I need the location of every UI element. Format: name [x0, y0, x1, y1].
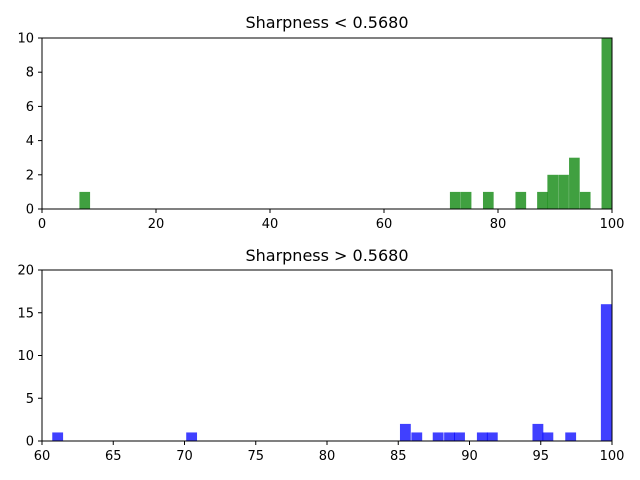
histogram-top: Sharpness < 0.5680 0 20 40 60 80 100 0 2 4 6 8 10: [17, 13, 624, 232]
plot-frame: [41, 37, 613, 210]
chart-title: Sharpness < 0.5680: [245, 13, 408, 32]
y-axis-ticks: 0 2 4 6 8 10: [17, 32, 42, 218]
y-tick-label: 5: [26, 392, 34, 407]
x-tick-label: 60: [376, 217, 393, 232]
x-tick-label: 100: [600, 449, 625, 464]
y-tick-label: 15: [17, 306, 34, 321]
x-tick-label: 100: [600, 217, 625, 232]
histogram-bar: [79, 191, 91, 209]
histogram-bar: [532, 423, 544, 441]
histogram-bar: [399, 423, 411, 441]
histogram-bar: [601, 38, 613, 209]
y-tick-label: 20: [17, 264, 34, 279]
y-tick-label: 8: [26, 66, 34, 81]
x-tick-label: 40: [262, 217, 279, 232]
histogram-bar: [411, 432, 423, 441]
histogram-bar: [515, 191, 527, 209]
x-axis-ticks: 60 65 70 75 80 85 90 95 100: [34, 441, 625, 464]
x-tick-label: 95: [532, 449, 549, 464]
y-tick-label: 10: [17, 349, 34, 364]
histogram-bar: [482, 191, 494, 209]
bar-group: [52, 304, 612, 441]
histogram-bar: [486, 432, 498, 441]
histogram-bar: [569, 157, 580, 209]
histogram-bottom: Sharpness > 0.5680 60 65 70 75 80 85 90 95 100 0…: [17, 246, 624, 464]
x-axis-ticks: 0 20 40 60 80 100: [38, 209, 625, 232]
histogram-bar: [186, 432, 198, 441]
x-tick-label: 20: [148, 217, 165, 232]
x-tick-label: 80: [319, 449, 336, 464]
histogram-bar: [476, 432, 488, 441]
histogram-bar: [579, 191, 591, 209]
y-tick-label: 6: [26, 100, 34, 115]
histogram-bar: [558, 174, 569, 209]
histogram-bar: [449, 191, 461, 209]
histogram-bar: [565, 432, 577, 441]
y-tick-label: 10: [17, 32, 34, 47]
histogram-bar: [460, 191, 472, 209]
x-tick-label: 0: [38, 217, 46, 232]
y-tick-label: 4: [26, 134, 34, 149]
plot-frame: [41, 269, 613, 442]
chart-title: Sharpness > 0.5680: [245, 246, 408, 265]
y-axis-ticks: 0 5 10 15 20: [17, 264, 42, 450]
x-tick-label: 60: [34, 449, 51, 464]
histogram-bar: [432, 432, 444, 441]
bar-group: [79, 38, 613, 209]
histogram-bar: [547, 174, 559, 209]
x-tick-label: 75: [247, 449, 264, 464]
x-tick-label: 65: [105, 449, 122, 464]
x-tick-label: 80: [490, 217, 507, 232]
histogram-bar: [444, 432, 455, 441]
y-tick-label: 2: [26, 168, 34, 183]
histogram-bar: [537, 191, 548, 209]
y-tick-label: 0: [26, 435, 34, 450]
x-tick-label: 70: [176, 449, 193, 464]
x-tick-label: 90: [461, 449, 478, 464]
histogram-bar: [600, 304, 612, 441]
histogram-bar: [52, 432, 64, 441]
x-tick-label: 85: [390, 449, 407, 464]
y-tick-label: 0: [26, 203, 34, 218]
histogram-bar: [542, 432, 554, 441]
histogram-bar: [454, 432, 465, 441]
